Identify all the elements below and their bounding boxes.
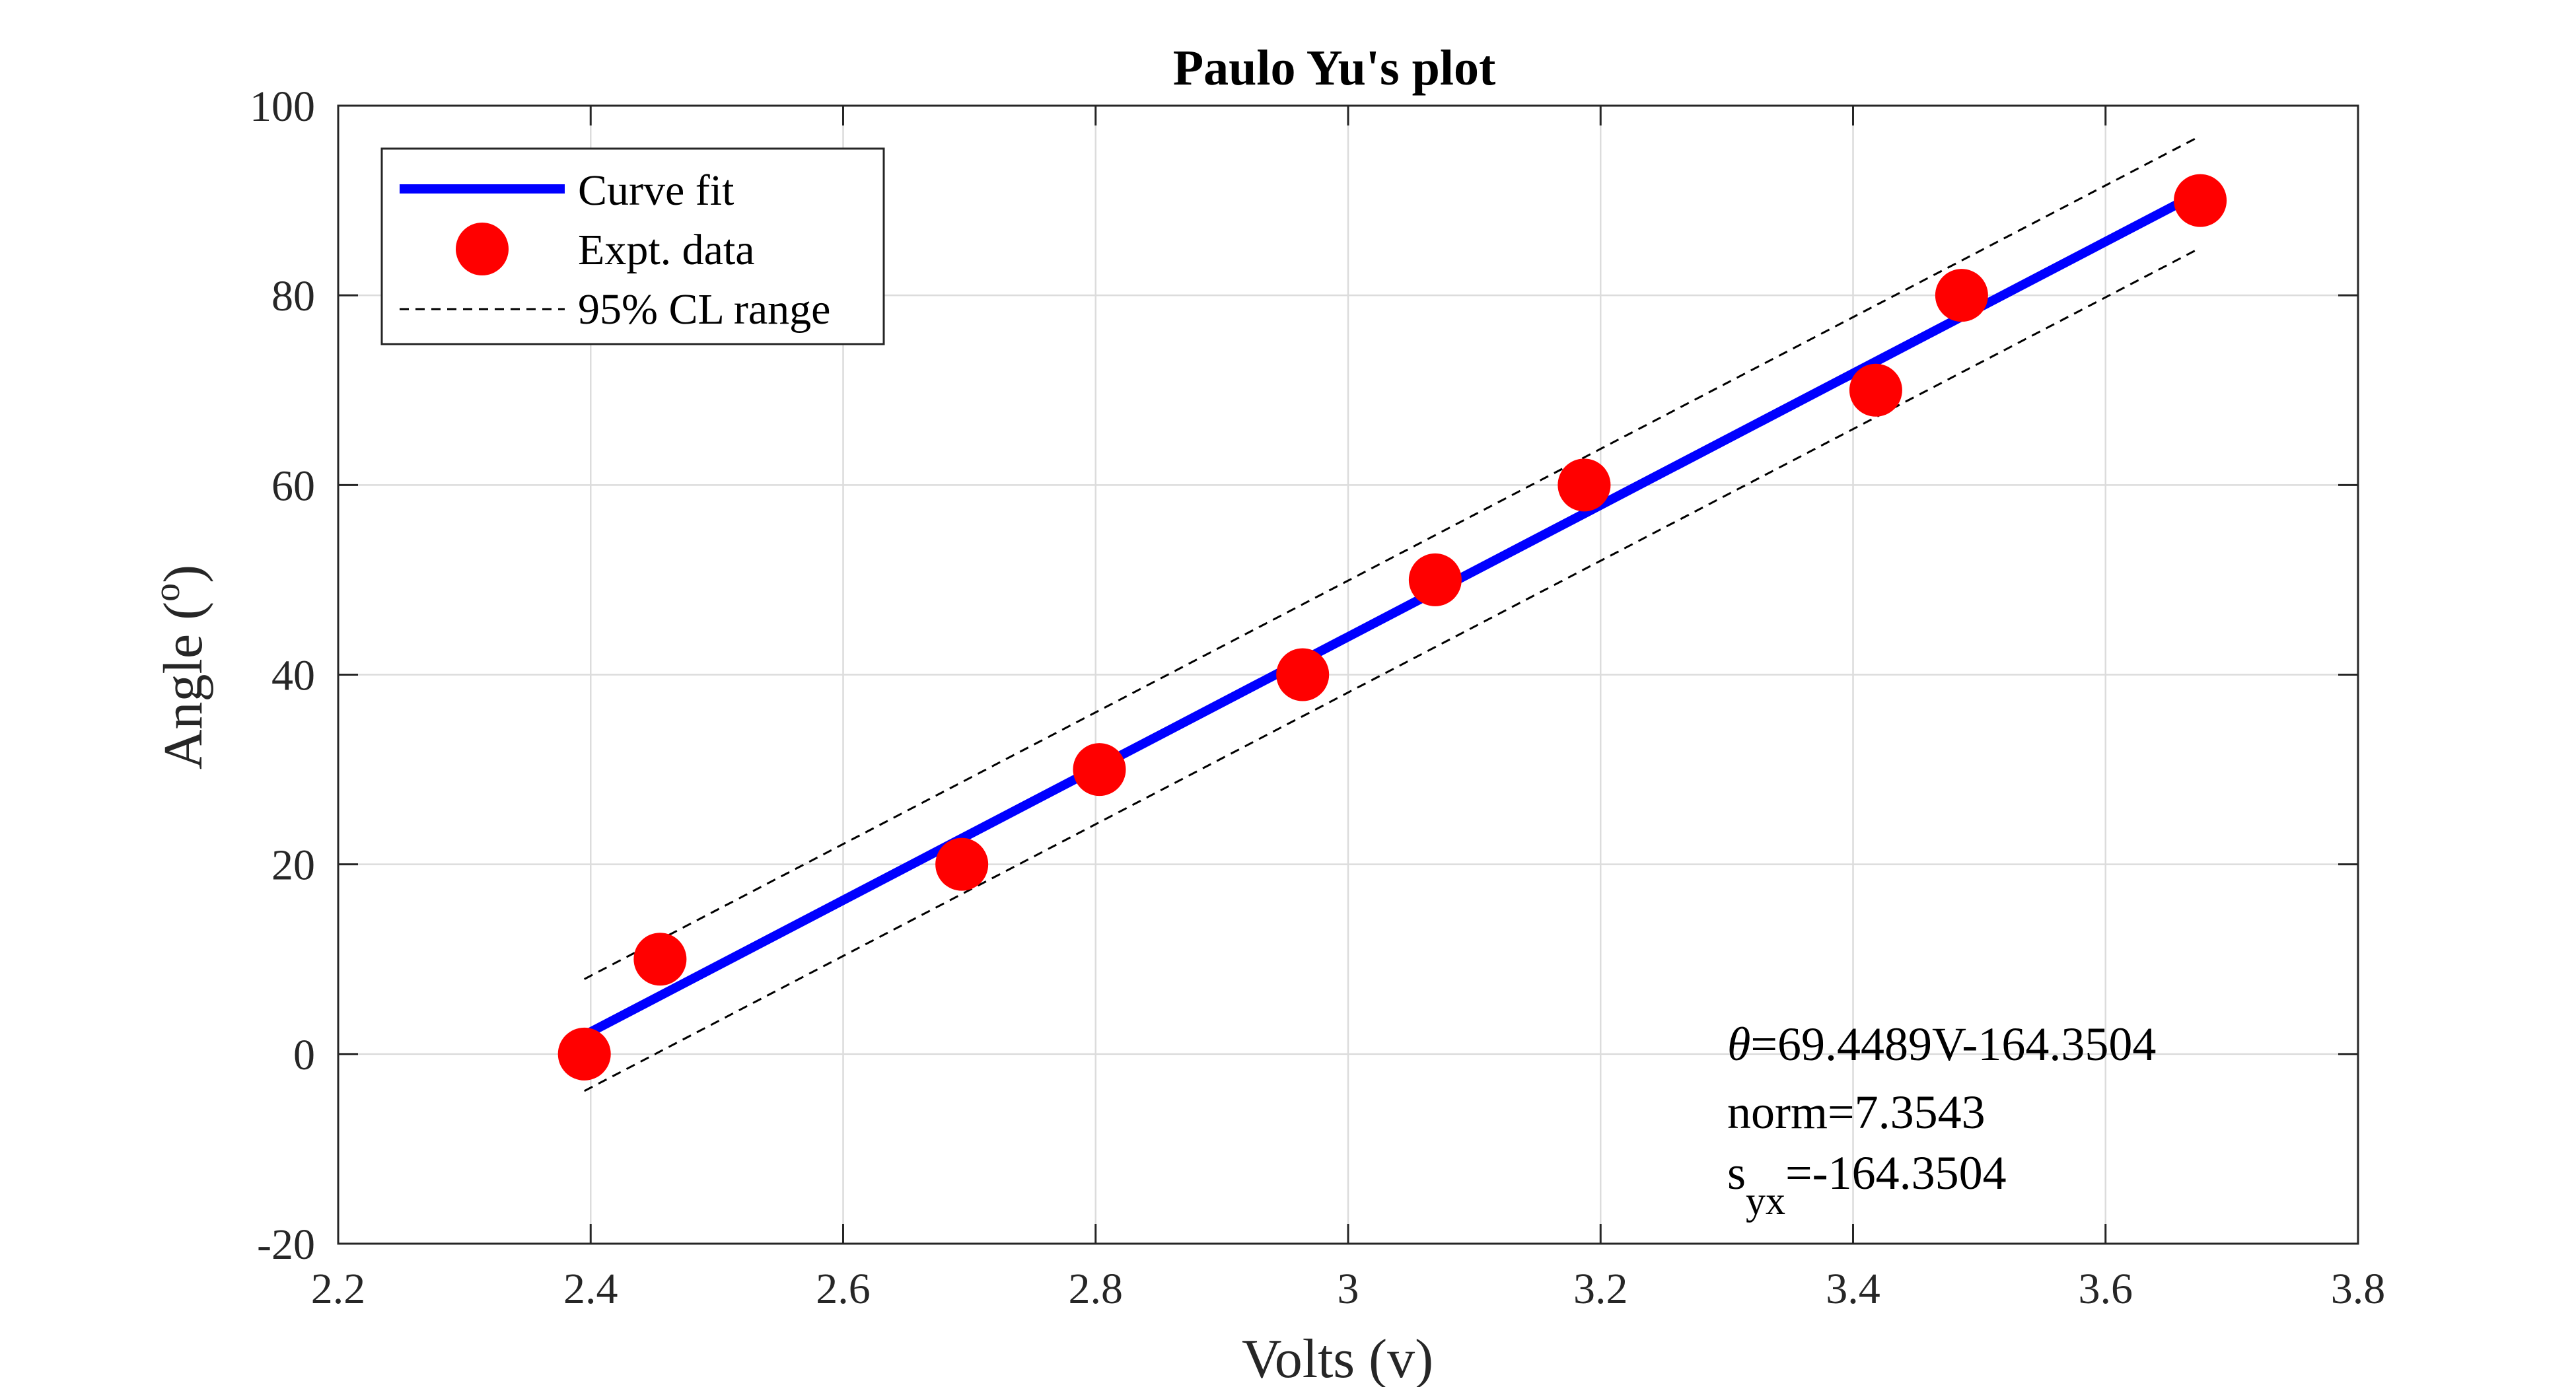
x-tick-label: 3.6 bbox=[2079, 1265, 2133, 1313]
y-tick-label: 60 bbox=[271, 462, 315, 510]
cl-upper-line bbox=[583, 135, 2201, 980]
equation-annotation: θ=69.4489V-164.3504 bbox=[1727, 1018, 2156, 1071]
legend-cl-label: 95% CL range bbox=[578, 285, 830, 334]
y-tick-label: 0 bbox=[293, 1031, 315, 1079]
data-point bbox=[1276, 648, 1330, 701]
fit-line bbox=[582, 188, 2203, 1040]
y-tick-label: 40 bbox=[271, 652, 315, 700]
syx-annotation: syx=-164.3504 bbox=[1727, 1147, 2007, 1223]
legend-fit-label: Curve fit bbox=[578, 166, 734, 215]
fit-annotations: θ=69.4489V-164.3504 norm=7.3543 syx=-164… bbox=[1727, 1018, 2156, 1223]
chart-title: Paulo Yu's plot bbox=[1173, 40, 1496, 96]
y-tick-label: 100 bbox=[250, 83, 315, 131]
confidence-lines bbox=[583, 135, 2201, 1092]
y-axis-label-end: ) bbox=[153, 565, 214, 583]
fit-line-group bbox=[582, 188, 2203, 1040]
legend-data-swatch bbox=[456, 223, 509, 275]
y-tick-label: 20 bbox=[271, 841, 315, 890]
data-point bbox=[2174, 174, 2227, 227]
x-tick-labels: 2.2 2.4 2.6 2.8 3 3.2 3.4 3.6 3.8 bbox=[311, 1265, 2386, 1313]
y-axis-label: Angle (o) bbox=[147, 565, 214, 769]
data-point bbox=[1935, 269, 1988, 322]
x-axis-label: Volts (v) bbox=[1242, 1328, 1433, 1387]
x-tick-label: 3.8 bbox=[2331, 1265, 2386, 1313]
syx-value: =-164.3504 bbox=[1785, 1147, 2007, 1199]
data-point bbox=[1849, 363, 1902, 417]
axis-ticks bbox=[337, 104, 2359, 1245]
syx-subscript: yx bbox=[1746, 1179, 1785, 1223]
data-point bbox=[557, 1027, 611, 1081]
data-point bbox=[633, 933, 687, 986]
y-tick-label: -20 bbox=[257, 1221, 315, 1269]
cl-lower-line bbox=[583, 247, 2201, 1092]
data-point bbox=[935, 837, 989, 891]
legend-data-label: Expt. data bbox=[578, 226, 755, 274]
x-tick-label: 2.2 bbox=[311, 1265, 366, 1313]
legend: Curve fit Expt. data 95% CL range bbox=[380, 147, 885, 345]
y-axis-label-superscript: o bbox=[147, 583, 188, 602]
data-points bbox=[557, 174, 2227, 1081]
x-tick-label: 3 bbox=[1338, 1265, 1359, 1313]
y-axis-label-main: Angle ( bbox=[153, 602, 214, 769]
data-point bbox=[1408, 553, 1462, 606]
x-tick-label: 3.4 bbox=[1826, 1265, 1880, 1313]
data-point bbox=[1557, 458, 1611, 512]
theta-symbol: θ bbox=[1727, 1018, 1750, 1071]
data-point bbox=[1073, 743, 1126, 797]
equation-text: =69.4489V-164.3504 bbox=[1750, 1018, 2156, 1071]
norm-annotation: norm=7.3543 bbox=[1727, 1086, 1986, 1139]
x-tick-label: 2.8 bbox=[1069, 1265, 1124, 1313]
syx-symbol: s bbox=[1727, 1147, 1746, 1199]
x-tick-label: 2.4 bbox=[563, 1265, 618, 1313]
y-tick-label: 80 bbox=[271, 272, 315, 320]
y-tick-labels: -20 0 20 40 60 80 100 bbox=[250, 83, 315, 1269]
x-tick-label: 3.2 bbox=[1573, 1265, 1628, 1313]
x-tick-label: 2.6 bbox=[816, 1265, 871, 1313]
